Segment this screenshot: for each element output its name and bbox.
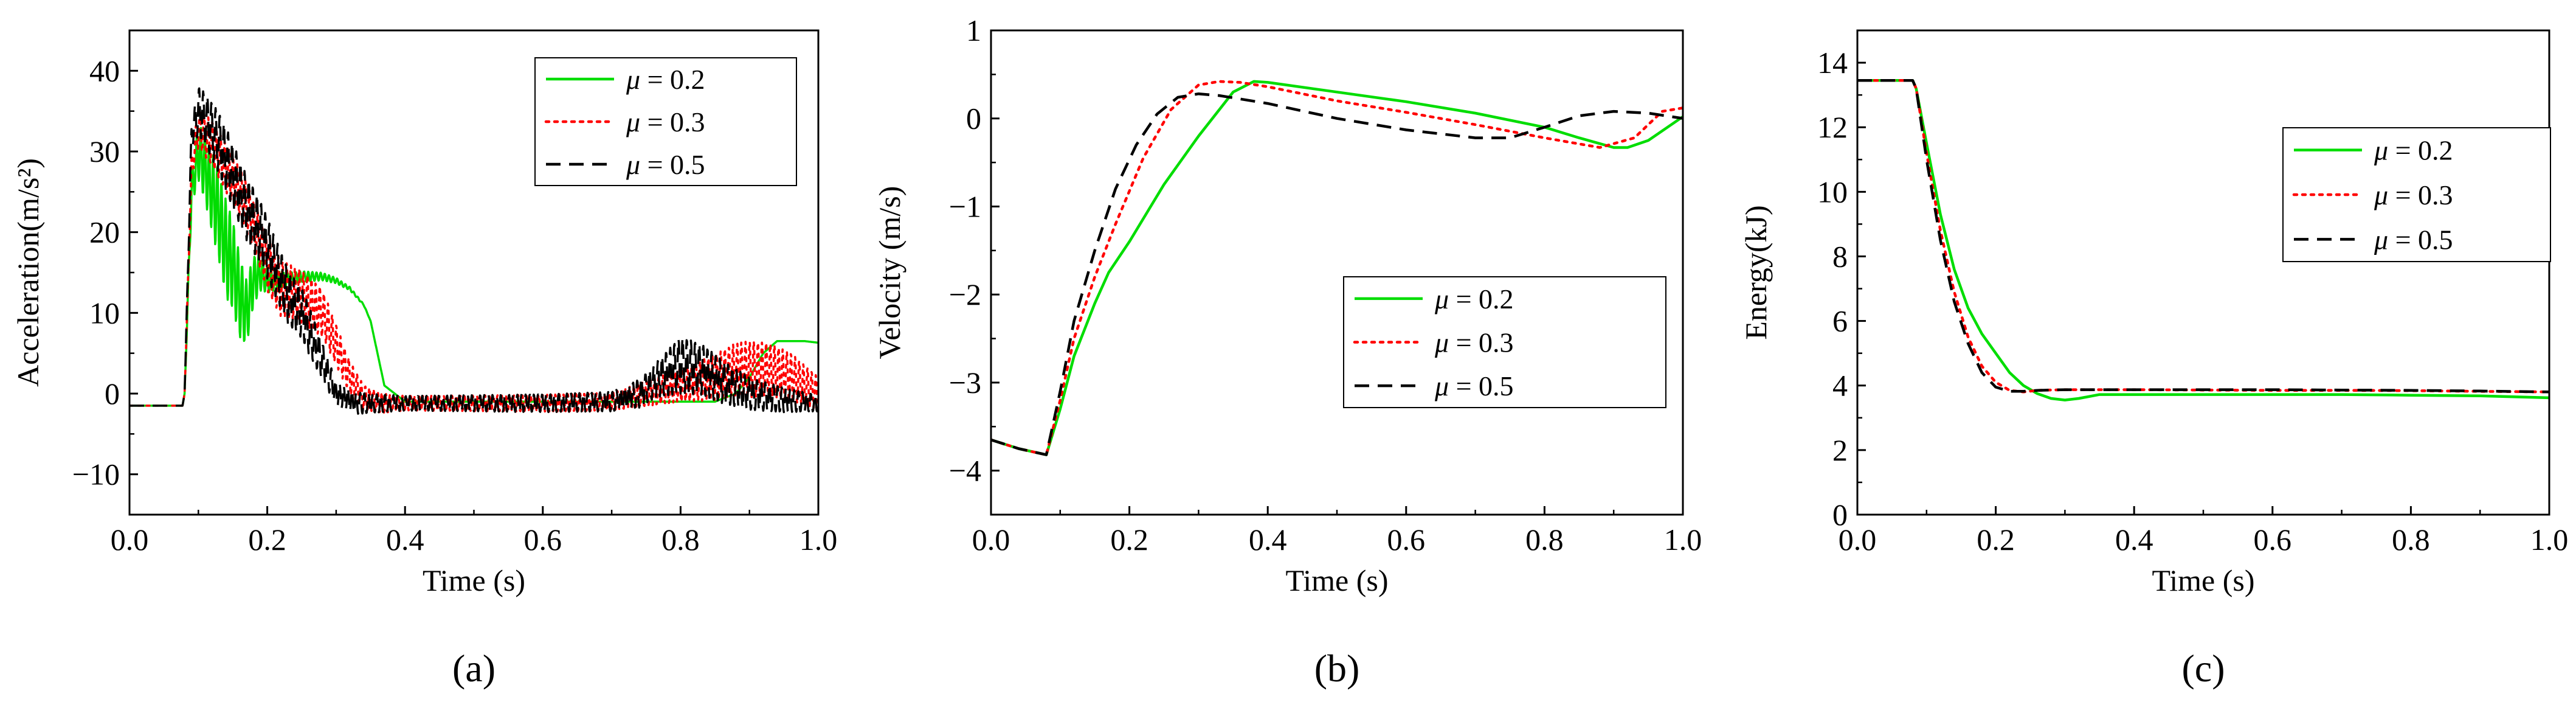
legend-label: μ = 0.5 — [2374, 224, 2453, 255]
plot-frame — [990, 29, 1684, 516]
plot-frame — [1856, 29, 2550, 516]
x-tick-label: 0.6 — [2254, 523, 2292, 557]
y-tick-label: 2 — [1832, 433, 1848, 467]
chart-panel-3: 0.0 0.2 0.4 0.6 0.8 1.0 0 2 4 6 8 10 12 14 Time (s) Ene… — [1739, 29, 2569, 690]
x-tick-label: 0.8 — [661, 523, 700, 557]
y-axis-label: Velocity (m/s) — [872, 186, 906, 360]
x-tick-label: 0.4 — [2115, 523, 2153, 557]
x-tick-label: 0.0 — [111, 523, 149, 557]
panel-label: (a) — [452, 647, 496, 690]
legend-label: μ = 0.3 — [1434, 327, 1514, 358]
y-tick-label: −4 — [949, 454, 981, 488]
series-line-3 — [1857, 79, 2549, 394]
panel-label: (b) — [1314, 647, 1360, 690]
series-line-3 — [129, 87, 818, 415]
y-tick-label: 0 — [1832, 498, 1848, 532]
legend-label: μ = 0.3 — [2374, 179, 2453, 210]
chart-panel-1: 0.0 0.2 0.4 0.6 0.8 1.0 −10 0 10 20 30 40 Time (s) Ac… — [11, 29, 838, 690]
x-tick-label: 0.8 — [2392, 523, 2430, 557]
x-tick-label: 0.6 — [524, 523, 562, 557]
y-tick-label: −3 — [949, 366, 981, 400]
x-axis-label: Time (s) — [1285, 563, 1388, 597]
y-tick-label: 4 — [1832, 369, 1848, 403]
x-tick-label: 1.0 — [1664, 523, 1702, 557]
y-tick-label: −10 — [72, 457, 120, 492]
y-axis-label: Acceleration(m/s²) — [11, 158, 45, 387]
series-line-2 — [991, 80, 1683, 456]
legend-label: μ = 0.2 — [626, 64, 705, 95]
legend-label: μ = 0.5 — [626, 149, 705, 180]
x-tick-label: 0.4 — [1249, 523, 1287, 557]
legend: μ = 0.2 μ = 0.3 μ = 0.5 — [534, 57, 797, 186]
x-axis-label: Time (s) — [423, 563, 525, 597]
panel-label: (c) — [2181, 647, 2225, 690]
legend-label: μ = 0.2 — [2374, 135, 2453, 166]
x-tick-label: 0.0 — [972, 523, 1010, 557]
legend-label: μ = 0.5 — [1434, 370, 1514, 401]
x-tick-label: 0.0 — [1839, 523, 1877, 557]
y-tick-label: 20 — [89, 215, 120, 249]
legend: μ = 0.2 μ = 0.3 μ = 0.5 — [1343, 276, 1666, 408]
legend-label: μ = 0.3 — [626, 106, 705, 137]
y-tick-label: 10 — [1817, 175, 1848, 209]
y-tick-label: 30 — [89, 134, 120, 169]
y-tick-label: 1 — [966, 13, 981, 47]
y-axis-label: Energy(kJ) — [1739, 205, 1773, 339]
chart-panel-2: 0.0 0.2 0.4 0.6 0.8 1.0 −4 −3 −2 −1 0 1 Time (s) Velo… — [872, 13, 1702, 690]
legend-label: μ = 0.2 — [1434, 283, 1514, 315]
y-tick-label: 0 — [105, 377, 120, 411]
x-tick-label: 1.0 — [799, 523, 838, 557]
y-tick-label: −1 — [949, 189, 981, 223]
y-tick-label: 10 — [89, 296, 120, 330]
y-tick-label: 0 — [966, 102, 981, 136]
series-line-1 — [991, 80, 1683, 456]
y-tick-label: 14 — [1817, 46, 1848, 80]
y-tick-label: 40 — [89, 54, 120, 88]
series-line-1 — [1857, 79, 2549, 401]
x-tick-label: 0.4 — [386, 523, 424, 557]
x-tick-label: 0.2 — [1110, 523, 1148, 557]
x-tick-label: 0.8 — [1525, 523, 1564, 557]
y-tick-label: 6 — [1832, 304, 1848, 338]
x-axis-label: Time (s) — [2152, 563, 2254, 597]
legend: μ = 0.2 μ = 0.3 μ = 0.5 — [2282, 127, 2551, 262]
y-tick-label: 8 — [1832, 239, 1848, 273]
y-tick-label: 12 — [1817, 110, 1848, 144]
y-tick-label: −2 — [949, 277, 981, 311]
x-tick-label: 0.6 — [1387, 523, 1426, 557]
x-tick-label: 0.2 — [248, 523, 286, 557]
x-tick-label: 0.2 — [1977, 523, 2015, 557]
series-line-3 — [991, 92, 1683, 456]
x-tick-label: 1.0 — [2530, 523, 2569, 557]
